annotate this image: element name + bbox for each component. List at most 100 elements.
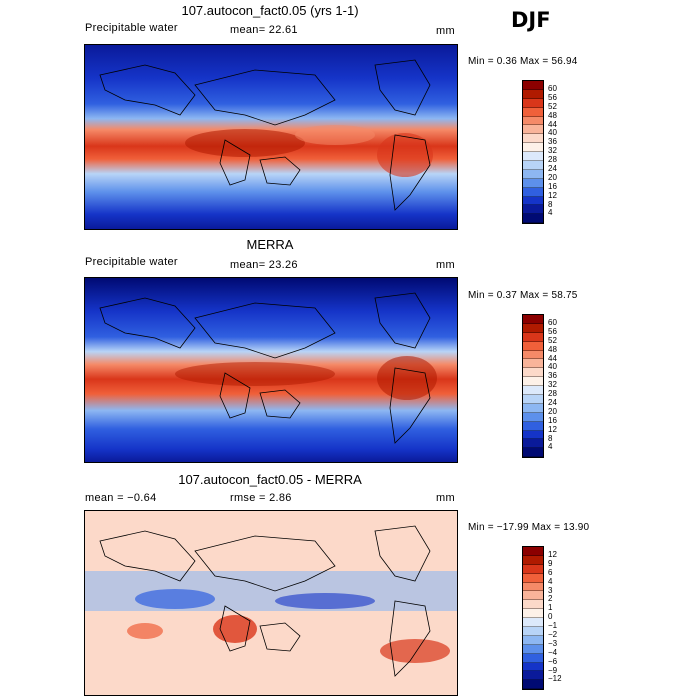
- panel3-positive-region: [380, 639, 450, 663]
- panel1-colorbar-swatch: [523, 152, 543, 162]
- colorbar-tick: 60: [548, 84, 557, 93]
- panel3-mean-label: mean = −0.64: [85, 492, 157, 504]
- panel2-colorbar-swatch: [523, 403, 543, 413]
- panel2-mean-label: mean= 23.26: [230, 259, 298, 271]
- panel2-minmax: Min = 0.37 Max = 58.75: [468, 290, 578, 301]
- panel2-coastlines: [99, 292, 431, 444]
- panel3-map: [84, 510, 458, 696]
- panel1-colorbar-swatch: [523, 161, 543, 170]
- panel1-coastlines: [99, 59, 431, 211]
- panel2-amazon: [377, 356, 437, 400]
- panel3-colorbar-swatch: [523, 653, 543, 663]
- panel3-colorbar-ticks: 12 9 6 4 3 2 1 0 −1 −2 −3 −4 −6 −9 −12: [548, 550, 562, 684]
- panel1-units-label: mm: [436, 25, 455, 37]
- panel3-colorbar-swatch: [523, 573, 543, 583]
- panel2-colorbar-swatch: [523, 377, 543, 387]
- panel3-tropical-band: [85, 571, 457, 611]
- panel3-colorbar-swatch: [523, 627, 543, 636]
- colorbar-tick: 9: [548, 558, 553, 568]
- panel1-map: [84, 44, 458, 230]
- panel2-colorbar-swatch: [523, 323, 543, 333]
- colorbar-tick: 12: [548, 190, 557, 200]
- panel3-colorbar-swatch: [523, 644, 543, 654]
- panel1-minmax: Min = 0.36 Max = 56.94: [468, 56, 578, 67]
- panel2-colorbar-swatch: [523, 395, 543, 404]
- panel2-map: [84, 277, 458, 463]
- colorbar-tick: 48: [548, 344, 557, 354]
- colorbar-tick: 32: [548, 146, 557, 156]
- panel2-colorbar-swatch: [523, 341, 543, 351]
- panel2-colorbar-swatch: [523, 439, 543, 449]
- colorbar-tick: 16: [548, 181, 557, 191]
- panel2-colorbar-swatch: [523, 430, 543, 440]
- panel2-variable-label: Precipitable water: [85, 256, 178, 268]
- panel2-colorbar-ticks: 60 56 52 48 44 40 36 32 28 24 20 16 12 8…: [548, 318, 557, 452]
- panel3-title: 107.autocon_fact0.05 - MERRA: [178, 472, 362, 487]
- colorbar-tick: 28: [548, 155, 557, 165]
- panel3-colorbar-swatch: [523, 564, 543, 574]
- colorbar-tick: 8: [548, 433, 553, 443]
- panel1-colorbar: [522, 80, 544, 225]
- panel3-colorbar-swatch: [523, 591, 543, 601]
- panel3-positive-region: [127, 623, 163, 639]
- panel1-itcz: [295, 125, 375, 145]
- colorbar-tick: 56: [548, 326, 557, 336]
- colorbar-tick: 20: [548, 406, 557, 416]
- colorbar-tick: 44: [548, 119, 557, 129]
- panel2-colorbar-swatch: [523, 368, 543, 378]
- panel1-title: 107.autocon_fact0.05 (yrs 1-1): [181, 3, 359, 18]
- panel3-colorbar-swatch: [523, 635, 543, 645]
- panel1-warm-pool: [185, 129, 305, 157]
- colorbar-tick: 4: [548, 442, 553, 452]
- panel2-colorbar-swatch: [523, 359, 543, 369]
- panel3-colorbar-swatch: [523, 582, 543, 592]
- colorbar-tick: 48: [548, 110, 557, 120]
- colorbar-tick: −12: [548, 674, 562, 684]
- panel2-colorbar-swatch: [523, 421, 543, 431]
- panel1-colorbar-swatch: [523, 125, 543, 135]
- colorbar-tick: 52: [548, 101, 557, 111]
- panel1-colorbar-swatch: [523, 205, 543, 215]
- panel3-negative-region: [135, 589, 215, 609]
- panel3-units-label: mm: [436, 492, 455, 504]
- panel2-colorbar-swatch: [523, 386, 543, 396]
- colorbar-tick: −1: [548, 621, 558, 631]
- panel2-colorbar-swatch: [523, 412, 543, 422]
- panel3-colorbar: [522, 546, 544, 691]
- panel1-colorbar-ticks: 60 56 52 48 44 40 36 32 28 24 20 16 12 8…: [548, 84, 557, 218]
- panel1-colorbar-swatch: [523, 196, 543, 206]
- panel1-colorbar-swatch: [523, 107, 543, 117]
- panel3-rmse-label: rmse = 2.86: [230, 492, 292, 504]
- panel1-colorbar-swatch: [523, 134, 543, 144]
- panel3-colorbar-swatch: [523, 618, 543, 628]
- panel2-units-label: mm: [436, 259, 455, 271]
- panel2-colorbar-swatch: [523, 332, 543, 342]
- panel3-colorbar-swatch: [523, 671, 543, 681]
- panel2-warm-pool: [175, 362, 335, 386]
- panel3-positive-region: [213, 615, 257, 643]
- colorbar-tick: −4: [548, 647, 558, 657]
- colorbar-tick: −3: [548, 638, 558, 648]
- panel1-colorbar-swatch: [523, 169, 543, 179]
- colorbar-tick: 40: [548, 362, 557, 372]
- colorbar-tick: 52: [548, 335, 557, 345]
- colorbar-tick: 24: [548, 164, 557, 174]
- colorbar-tick: 1: [548, 603, 553, 613]
- colorbar-tick: −9: [548, 665, 558, 675]
- colorbar-tick: 3: [548, 585, 553, 595]
- panel1-colorbar-swatch: [523, 178, 543, 188]
- panel2-colorbar-swatch: [523, 448, 543, 458]
- colorbar-tick: 60: [548, 318, 557, 327]
- panel3-colorbar-swatch: [523, 600, 543, 610]
- colorbar-tick: 44: [548, 353, 557, 363]
- panel1-colorbar-swatch: [523, 143, 543, 153]
- colorbar-tick: 2: [548, 594, 553, 604]
- colorbar-tick: 4: [548, 576, 553, 586]
- panel2-colorbar-swatch: [523, 315, 543, 324]
- panel3-coastlines: [99, 525, 431, 677]
- colorbar-tick: 56: [548, 92, 557, 102]
- colorbar-tick: 16: [548, 415, 557, 425]
- panel2-colorbar-swatch: [523, 350, 543, 360]
- colorbar-tick: 8: [548, 199, 553, 209]
- colorbar-tick: 32: [548, 380, 557, 390]
